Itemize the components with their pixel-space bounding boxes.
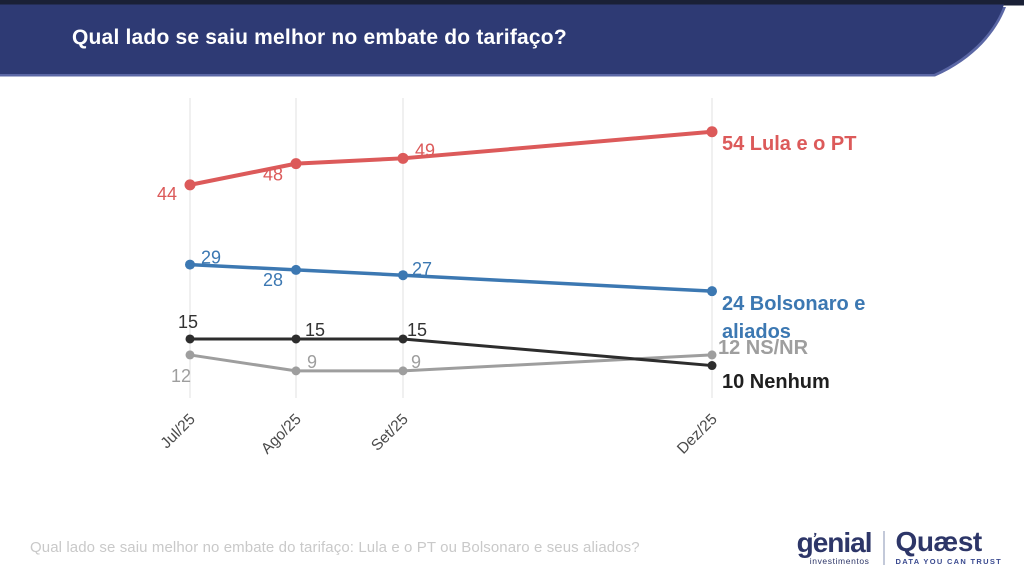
data-point [290, 158, 302, 170]
quaest-logo: Quæst DATA YOU CAN TRUST [895, 526, 1002, 567]
slide-title: Qual lado se saiu melhor no embate do ta… [72, 26, 567, 49]
logo-divider [882, 530, 885, 565]
data-point [398, 366, 408, 376]
data-point [707, 361, 717, 371]
genial-wordmark: genial [796, 526, 873, 558]
value-label: 49 [415, 140, 435, 160]
series-end-label: aliados [722, 321, 791, 343]
series-line-2 [188, 337, 714, 368]
data-point [707, 350, 717, 360]
value-label: 44 [157, 184, 177, 204]
value-label: 15 [407, 320, 427, 340]
data-point [706, 126, 718, 138]
data-point [398, 334, 408, 344]
banner-top-strip [0, 0, 1024, 6]
banner-fill [0, 4, 1004, 74]
value-label: 9 [307, 352, 317, 372]
series-line-3 [188, 353, 714, 373]
value-label: 15 [178, 312, 198, 332]
quaest-logo-text: Quæst [895, 526, 983, 557]
data-point [397, 152, 409, 164]
data-point [184, 179, 196, 191]
value-label: 9 [411, 352, 421, 372]
series-end-label: 10 Nenhum [722, 371, 830, 393]
series-end-label: 24 Bolsonaro e [722, 293, 865, 315]
x-axis-label: Set/25 [368, 411, 412, 455]
value-label: 28 [263, 270, 283, 290]
header-banner: Qual lado se saiu melhor no embate do ta… [0, 0, 1024, 80]
data-point [707, 286, 717, 297]
series-end-label: 54 Lula e o PT [722, 133, 856, 155]
series-line-1 [188, 262, 714, 293]
value-label: 15 [305, 320, 325, 340]
genial-logo: genial ’ investimentos [796, 526, 873, 566]
x-axis-label: Dez/25 [674, 411, 721, 458]
branding: genial ’ investimentos Quæst DATA YOU CA… [796, 526, 1002, 567]
x-axis-label: Jul/25 [158, 411, 199, 452]
series-end-label: 12 NS/NR [718, 337, 809, 359]
data-point [291, 264, 301, 275]
genial-subtitle: investimentos [809, 555, 870, 566]
quaest-subtitle: DATA YOU CAN TRUST [895, 557, 1002, 566]
trend-chart: 44 48 49 54 Lula e o PT 29 28 27 24 Bolsonaro e… [157, 98, 865, 458]
source-text: Qual lado se saiu melhor no embate do ta… [30, 539, 640, 556]
value-label: 29 [201, 248, 221, 268]
value-label: 12 [171, 366, 191, 386]
data-point [398, 270, 408, 281]
data-point [291, 366, 301, 376]
genial-logo-text: genial ’ [796, 526, 873, 558]
banner-shape [0, 0, 1024, 77]
value-label: 27 [412, 259, 432, 279]
value-label: 48 [263, 165, 283, 185]
data-point [185, 259, 195, 270]
data-point [291, 334, 301, 344]
series-line-0 [188, 129, 714, 187]
data-point [185, 334, 195, 344]
data-point [185, 350, 195, 360]
x-axis-label: Ago/25 [258, 411, 305, 458]
